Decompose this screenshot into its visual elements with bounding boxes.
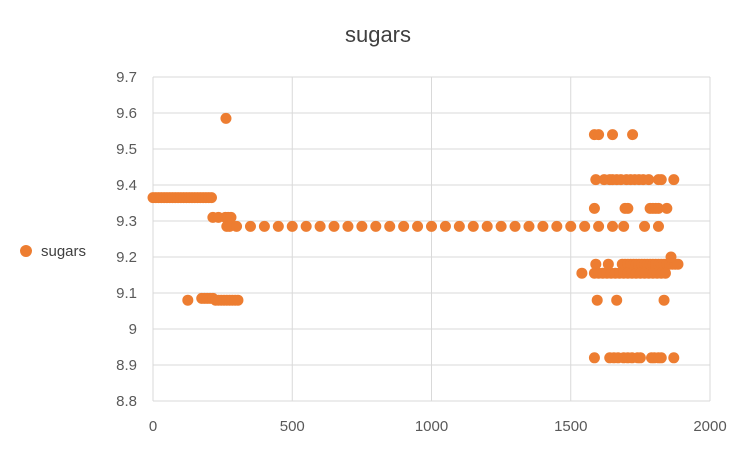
data-point	[495, 220, 507, 232]
data-point	[588, 202, 600, 214]
data-point	[384, 220, 396, 232]
chart-title: sugars	[344, 22, 412, 47]
data-point	[576, 267, 588, 279]
data-point	[258, 220, 270, 232]
data-point	[672, 258, 684, 270]
data-point	[314, 220, 326, 232]
data-point	[590, 174, 602, 186]
data-point	[537, 220, 549, 232]
data-point	[618, 220, 630, 232]
data-point	[220, 112, 232, 124]
data-point	[439, 220, 451, 232]
data-point	[602, 258, 614, 270]
y-tick-label: 8.9	[116, 357, 137, 374]
data-point	[453, 220, 465, 232]
data-point	[668, 174, 680, 186]
data-point	[611, 294, 623, 306]
data-point	[668, 352, 680, 364]
data-point	[272, 220, 284, 232]
data-point	[639, 220, 651, 232]
axis-tick-labels: 8.8 8.9 9 9.1 9.2 9.3 9.4 9.5 9.6 9.7 0 500 1000 1500…	[116, 69, 727, 435]
data-point	[652, 202, 664, 214]
data-point	[659, 267, 671, 279]
data-point	[565, 220, 577, 232]
data-point	[607, 129, 619, 141]
data-point	[655, 352, 667, 364]
data-point	[588, 352, 600, 364]
data-point	[634, 352, 646, 364]
data-point	[300, 220, 312, 232]
data-point	[661, 202, 673, 214]
data-point	[467, 220, 479, 232]
data-point	[658, 294, 670, 306]
data-point	[551, 220, 563, 232]
data-point	[627, 129, 639, 141]
data-point	[244, 220, 256, 232]
data-point	[342, 220, 354, 232]
data-point	[622, 202, 634, 214]
y-tick-label: 9.1	[116, 285, 137, 302]
y-tick-label: 9.6	[116, 105, 137, 122]
data-point	[509, 220, 521, 232]
gridlines	[152, 76, 711, 402]
data-point	[286, 220, 298, 232]
y-tick-label: 8.8	[116, 393, 137, 410]
x-tick-label: 0	[149, 418, 157, 435]
y-tick-label: 9.4	[116, 177, 137, 194]
data-point	[523, 220, 535, 232]
y-tick-label: 9.7	[116, 69, 137, 86]
data-point	[593, 220, 605, 232]
data-points	[147, 112, 684, 364]
data-point	[426, 220, 437, 232]
legend: sugars	[20, 241, 86, 261]
y-tick-label: 9.5	[116, 141, 137, 158]
data-point	[652, 220, 664, 232]
data-point	[225, 211, 237, 223]
data-point	[590, 258, 602, 270]
legend-label: sugars	[41, 242, 87, 260]
x-tick-label: 1500	[554, 418, 587, 435]
data-point	[412, 220, 424, 232]
data-point	[655, 174, 667, 186]
x-tick-label: 1000	[415, 418, 448, 435]
legend-marker-icon	[20, 245, 32, 257]
data-point	[182, 294, 194, 306]
data-point	[232, 294, 244, 306]
data-point	[579, 220, 591, 232]
data-point	[593, 129, 605, 141]
data-point	[231, 220, 243, 232]
y-tick-label: 9.3	[116, 213, 137, 230]
data-point	[328, 220, 340, 232]
data-point	[607, 220, 619, 232]
data-point	[356, 220, 368, 232]
data-point	[481, 220, 493, 232]
y-tick-label: 9	[129, 321, 137, 338]
data-point	[665, 251, 677, 263]
data-point	[370, 220, 382, 232]
data-point	[643, 174, 655, 186]
data-point	[398, 220, 410, 232]
x-tick-label: 2000	[693, 418, 726, 435]
data-point	[205, 192, 217, 204]
x-tick-label: 500	[280, 418, 305, 435]
data-point	[591, 294, 603, 306]
y-tick-label: 9.2	[116, 249, 137, 266]
